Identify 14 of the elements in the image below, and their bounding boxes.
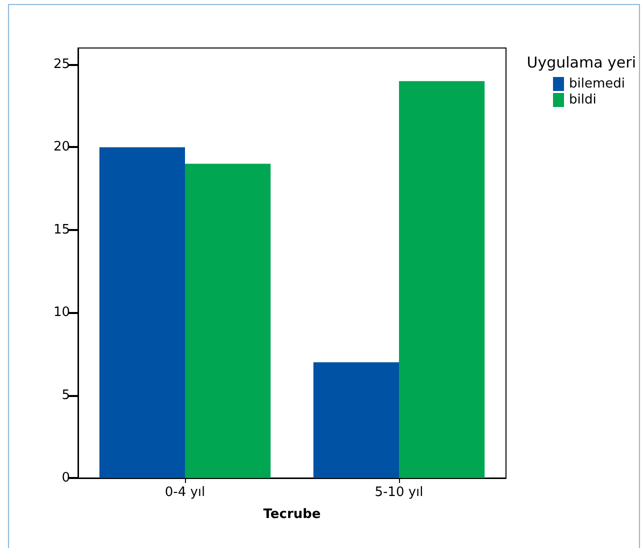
bar <box>313 362 399 478</box>
bar <box>399 81 485 478</box>
legend-label: bilemedi <box>569 76 625 92</box>
bar <box>99 147 185 478</box>
y-tick-label: 25 <box>53 57 70 72</box>
x-axis-title: Tecrube <box>263 507 321 522</box>
x-tick-label: 0-4 yıl <box>164 485 206 500</box>
y-tick-label: 10 <box>53 305 70 320</box>
legend-label: bildi <box>569 92 596 108</box>
bar <box>185 164 271 478</box>
y-tick-label: 15 <box>53 222 70 238</box>
x-tick-label: 5-10 yıl <box>374 485 424 500</box>
legend-title: Uygulama yeri <box>526 54 636 72</box>
y-tick-label: 20 <box>53 140 70 155</box>
